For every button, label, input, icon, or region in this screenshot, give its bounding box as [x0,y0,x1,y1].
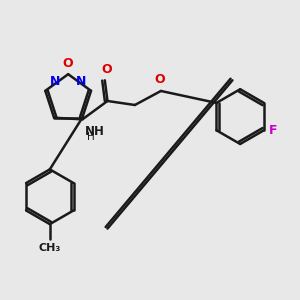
Text: NH: NH [85,125,105,138]
Text: N: N [76,75,87,88]
Text: O: O [154,73,165,86]
Text: H: H [87,132,95,142]
Text: CH₃: CH₃ [39,243,61,253]
Text: O: O [101,63,112,76]
Text: O: O [63,57,74,70]
Text: N: N [50,75,60,88]
Text: F: F [269,124,278,137]
